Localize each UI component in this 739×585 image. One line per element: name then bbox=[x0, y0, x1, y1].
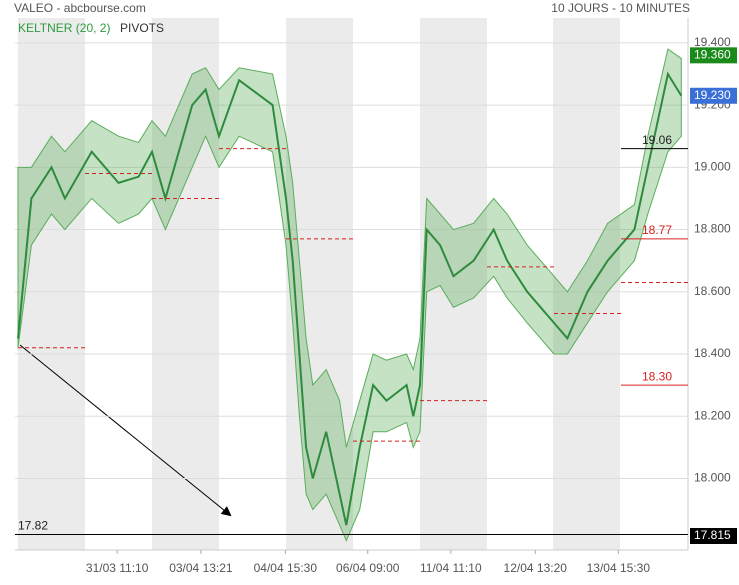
price-line bbox=[17, 71, 683, 526]
price-tag bbox=[690, 47, 737, 64]
price-tag bbox=[690, 528, 737, 544]
level-label: 19.06 bbox=[642, 133, 672, 147]
day-band bbox=[420, 18, 487, 550]
overlay-label: PIVOTS bbox=[120, 21, 164, 35]
indicator-label: KELTNER (20, 2) bbox=[18, 21, 110, 35]
annotation-arrow bbox=[19, 344, 232, 517]
price-tag-label: 17.815 bbox=[694, 528, 731, 542]
day-shading bbox=[18, 18, 620, 550]
x-tick-label: 04/04 15:30 bbox=[254, 561, 318, 575]
x-tick-label: 12/04 13:20 bbox=[504, 561, 568, 575]
price-tag-label: 19.230 bbox=[694, 88, 731, 102]
day-band bbox=[553, 18, 620, 550]
x-tick-label: 06/04 09:00 bbox=[336, 561, 400, 575]
day-band bbox=[286, 18, 353, 550]
y-tick-label: 18.000 bbox=[694, 471, 731, 485]
y-tick-label: 19.400 bbox=[694, 35, 731, 49]
day-band bbox=[18, 18, 85, 550]
price-tag bbox=[690, 87, 737, 104]
x-tick-label: 11/04 11:10 bbox=[420, 561, 482, 575]
keltner-band bbox=[17, 48, 682, 542]
page-title: VALEO - abcbourse.com bbox=[14, 1, 146, 15]
x-tick-label: 31/03 11:10 bbox=[86, 561, 149, 575]
y-tick-label: 18.600 bbox=[694, 284, 731, 298]
level-label: 18.30 bbox=[642, 369, 672, 383]
level-label: 17.82 bbox=[18, 519, 48, 533]
price-tag-label: 19.360 bbox=[694, 48, 731, 62]
y-tick-label: 18.200 bbox=[694, 408, 731, 422]
period: 10 JOURS - 10 MINUTES bbox=[551, 1, 690, 15]
y-tick-label: 18.800 bbox=[694, 222, 731, 236]
level-label: 18.77 bbox=[642, 223, 672, 237]
x-tick-label: 03/04 13:21 bbox=[169, 561, 233, 575]
y-tick-label: 19.000 bbox=[694, 160, 731, 174]
y-tick-label: 18.400 bbox=[694, 346, 731, 360]
x-tick-label: 13/04 15:30 bbox=[587, 561, 651, 575]
